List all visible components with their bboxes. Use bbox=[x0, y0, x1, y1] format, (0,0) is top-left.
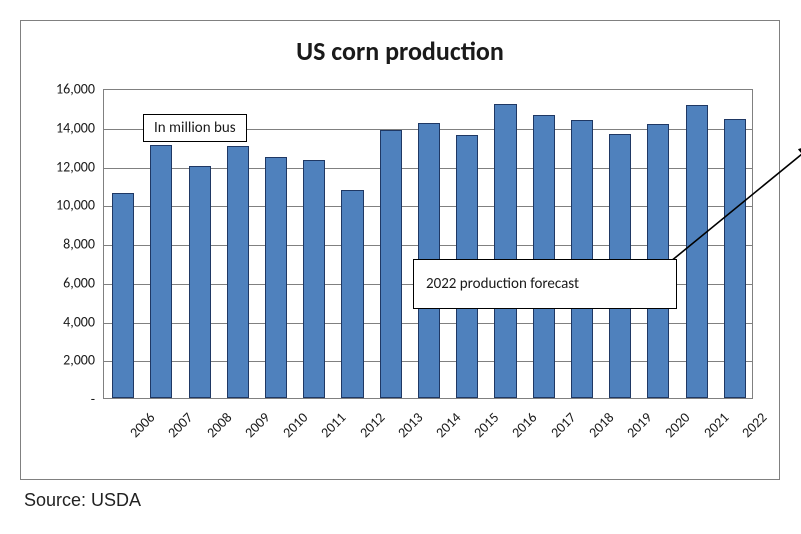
bar bbox=[189, 166, 211, 399]
chart-title: US corn production bbox=[21, 35, 779, 67]
y-axis-tick-label: 4,000 bbox=[25, 313, 95, 330]
x-axis-tick-label: 2020 bbox=[662, 409, 694, 441]
bar bbox=[686, 105, 708, 398]
x-axis-tick-label: 2013 bbox=[394, 409, 426, 441]
bar bbox=[227, 146, 249, 398]
bar bbox=[380, 130, 402, 398]
y-axis-tick-label: 6,000 bbox=[25, 274, 95, 291]
x-axis-tick-label: 2011 bbox=[318, 409, 350, 441]
x-axis-tick-label: 2007 bbox=[165, 409, 197, 441]
bar bbox=[724, 119, 746, 398]
x-axis-tick-label: 2012 bbox=[356, 409, 388, 441]
bar bbox=[533, 115, 555, 398]
x-axis-tick-label: 2010 bbox=[279, 409, 311, 441]
y-axis-tick-label: - bbox=[25, 391, 95, 408]
x-axis-tick-label: 2006 bbox=[126, 409, 158, 441]
forecast-annotation-box: 2022 production forecast bbox=[413, 259, 677, 309]
y-axis-tick-label: 2,000 bbox=[25, 352, 95, 369]
x-axis-tick-label: 2008 bbox=[203, 409, 235, 441]
y-axis-tick-label: 16,000 bbox=[25, 81, 95, 98]
bar bbox=[112, 193, 134, 398]
x-axis-tick-label: 2022 bbox=[738, 409, 770, 441]
x-axis-tick-label: 2016 bbox=[509, 409, 541, 441]
x-axis-tick-label: 2019 bbox=[623, 409, 655, 441]
y-axis-tick-label: 14,000 bbox=[25, 119, 95, 136]
source-line: Source: USDA bbox=[24, 490, 141, 511]
bar bbox=[150, 145, 172, 398]
y-axis-tick-label: 10,000 bbox=[25, 197, 95, 214]
bar bbox=[303, 160, 325, 398]
bar bbox=[494, 104, 516, 398]
x-axis-tick-label: 2017 bbox=[547, 409, 579, 441]
y-axis-tick-label: 8,000 bbox=[25, 236, 95, 253]
x-axis-tick-label: 2018 bbox=[585, 409, 617, 441]
units-inset-box: In million bus bbox=[143, 114, 247, 142]
bar bbox=[265, 157, 287, 398]
bar bbox=[341, 190, 363, 398]
x-axis-tick-label: 2009 bbox=[241, 409, 273, 441]
x-axis-tick-label: 2021 bbox=[700, 409, 732, 441]
x-axis-tick-label: 2014 bbox=[432, 409, 464, 441]
x-axis-tick-label: 2015 bbox=[471, 409, 503, 441]
chart-outer-frame: US corn production In million bus 2022 p… bbox=[20, 20, 780, 480]
y-axis-tick-label: 12,000 bbox=[25, 158, 95, 175]
